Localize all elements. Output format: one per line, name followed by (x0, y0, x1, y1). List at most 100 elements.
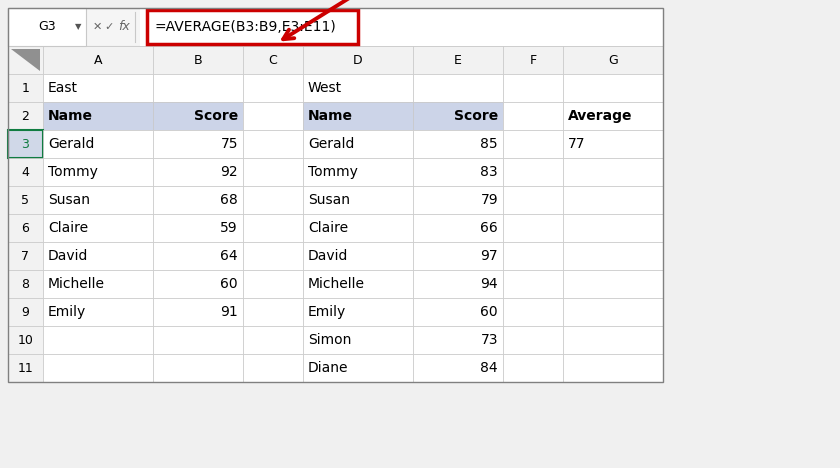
Bar (563, 74, 663, 102)
Polygon shape (11, 49, 40, 71)
Text: 91: 91 (220, 305, 238, 319)
Bar (43, 74, 153, 102)
Bar (8, 158, 43, 186)
Bar (413, 186, 503, 214)
Bar (8, 8, 663, 382)
Bar (153, 46, 243, 74)
Text: 97: 97 (480, 249, 498, 263)
Bar (153, 158, 243, 186)
Text: Emily: Emily (48, 305, 87, 319)
Bar (413, 74, 503, 102)
Bar (43, 158, 153, 186)
Bar (8, 354, 43, 382)
Text: ✕: ✕ (92, 22, 102, 32)
Bar (303, 46, 413, 74)
Bar (413, 158, 503, 186)
Text: =AVERAGE(B3:B9,E3:E11): =AVERAGE(B3:B9,E3:E11) (154, 20, 336, 34)
Text: 8: 8 (22, 278, 29, 291)
Bar (43, 46, 153, 74)
Bar (243, 130, 303, 158)
Bar (8, 8, 663, 46)
Bar (153, 74, 243, 102)
Text: fx: fx (118, 21, 130, 34)
Text: 7: 7 (22, 249, 29, 263)
Text: 11: 11 (18, 361, 34, 374)
Text: Average: Average (568, 109, 633, 123)
Text: 1: 1 (22, 81, 29, 95)
Bar (243, 158, 303, 186)
Text: ✓: ✓ (104, 22, 113, 32)
Text: East: East (48, 81, 78, 95)
Text: Susan: Susan (308, 193, 350, 207)
Bar (243, 270, 303, 298)
Bar (43, 270, 153, 298)
Bar (153, 354, 243, 382)
Bar (503, 158, 563, 186)
Bar (43, 214, 153, 242)
Bar (563, 270, 663, 298)
Bar (8, 214, 43, 242)
Bar (43, 242, 153, 270)
Text: Name: Name (48, 109, 93, 123)
Bar (503, 130, 563, 158)
Bar (413, 102, 503, 130)
Bar (243, 242, 303, 270)
Bar (413, 270, 503, 298)
Bar (503, 74, 563, 102)
Text: Michelle: Michelle (48, 277, 105, 291)
Text: D: D (353, 53, 363, 66)
Bar (8, 8, 86, 46)
Bar (43, 130, 153, 158)
Bar (503, 354, 563, 382)
Bar (243, 298, 303, 326)
Bar (413, 298, 503, 326)
Text: Diane: Diane (308, 361, 349, 375)
Bar (243, 46, 303, 74)
Text: West: West (308, 81, 342, 95)
Bar (153, 270, 243, 298)
Text: E: E (454, 53, 462, 66)
Bar (303, 270, 413, 298)
Bar (243, 74, 303, 102)
Bar (43, 186, 153, 214)
Bar (503, 186, 563, 214)
Bar (43, 326, 153, 354)
Text: 73: 73 (480, 333, 498, 347)
Text: 75: 75 (220, 137, 238, 151)
Bar (503, 298, 563, 326)
Bar (147, 10, 358, 44)
Text: Gerald: Gerald (308, 137, 354, 151)
Bar (413, 130, 503, 158)
Text: Score: Score (194, 109, 238, 123)
Text: Name: Name (308, 109, 353, 123)
Bar (153, 186, 243, 214)
Text: David: David (308, 249, 349, 263)
Bar (303, 130, 413, 158)
Bar (303, 74, 413, 102)
Bar (503, 102, 563, 130)
Text: 60: 60 (220, 277, 238, 291)
Text: 4: 4 (22, 166, 29, 178)
Text: 5: 5 (22, 193, 29, 206)
Bar (563, 354, 663, 382)
Text: 77: 77 (568, 137, 585, 151)
Text: 68: 68 (220, 193, 238, 207)
Bar (140, 8, 663, 46)
Text: 6: 6 (22, 221, 29, 234)
Bar (8, 46, 43, 74)
Bar (153, 298, 243, 326)
Bar (503, 270, 563, 298)
Bar (563, 242, 663, 270)
Text: 94: 94 (480, 277, 498, 291)
Bar (8, 186, 43, 214)
Bar (413, 46, 503, 74)
Text: 66: 66 (480, 221, 498, 235)
Bar (563, 46, 663, 74)
Bar (413, 326, 503, 354)
Text: 64: 64 (220, 249, 238, 263)
Text: Susan: Susan (48, 193, 90, 207)
Bar (563, 298, 663, 326)
Bar (563, 158, 663, 186)
Bar (413, 214, 503, 242)
Bar (303, 326, 413, 354)
